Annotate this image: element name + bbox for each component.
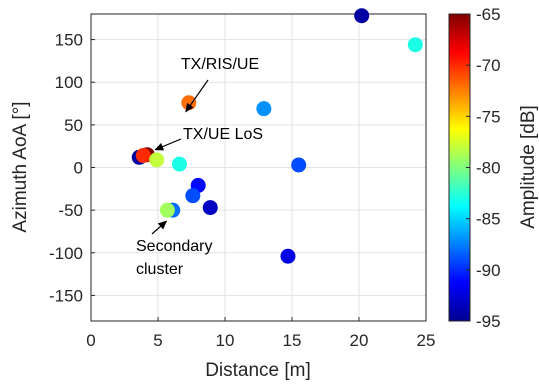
colorbar-label: Amplitude [dB] [518, 105, 539, 229]
y-tick-label: 50 [64, 116, 83, 135]
colorbar-tick-label: -95 [476, 312, 501, 331]
data-point [354, 8, 370, 24]
annotation-arrow [151, 220, 168, 235]
data-point [291, 157, 307, 173]
colorbar-tick-label: -70 [476, 56, 501, 75]
data-point [185, 188, 201, 204]
x-axis-label: Distance [m] [205, 360, 311, 381]
y-axis-label: Azimuth AoA [°] [10, 101, 31, 232]
y-tick-label: -150 [49, 286, 83, 305]
y-axis: -150 -100 -50 0 50 100 150 [49, 31, 95, 305]
x-tick-label: 20 [350, 331, 369, 350]
data-point [407, 37, 423, 53]
y-tick-label: 150 [55, 31, 83, 50]
y-tick-label: -50 [58, 201, 83, 220]
data-point [135, 148, 151, 164]
annotation-line: Secondary [136, 238, 213, 255]
data-points [131, 8, 423, 264]
annotation-label: TX/UE LoS [183, 126, 263, 143]
data-point [280, 248, 296, 264]
data-point [202, 200, 218, 216]
x-tick-label: 15 [283, 331, 302, 350]
annotation-arrow [154, 138, 182, 151]
annotations: TX/RIS/UE TX/UE LoS Secondary cluster [136, 56, 263, 278]
data-point [256, 101, 272, 117]
colorbar-tick-label: -75 [476, 107, 501, 126]
y-tick-label: 0 [74, 159, 83, 178]
data-point [149, 152, 165, 168]
annotation-line: cluster [136, 261, 184, 278]
y-tick-label: -100 [49, 244, 83, 263]
colorbar-axis: -65 -70 -75 -80 -85 -90 -95 [466, 5, 501, 331]
data-point [171, 156, 187, 172]
colorbar-tick-label: -80 [476, 159, 501, 178]
colorbar-tick-label: -90 [476, 261, 501, 280]
x-axis: 0 5 10 15 20 25 [86, 317, 435, 350]
x-tick-label: 10 [216, 331, 235, 350]
grid [90, 14, 427, 321]
colorbar-tick-label: -65 [476, 5, 501, 24]
annotation-arrow [185, 79, 209, 113]
x-tick-label: 25 [417, 331, 436, 350]
annotation-label: Secondary cluster [136, 238, 213, 278]
annotation-label: TX/RIS/UE [181, 56, 259, 73]
x-tick-label: 0 [86, 331, 95, 350]
y-tick-label: 100 [55, 73, 83, 92]
colorbar-tick-label: -85 [476, 210, 501, 229]
x-tick-label: 5 [153, 331, 162, 350]
data-point [159, 202, 175, 218]
